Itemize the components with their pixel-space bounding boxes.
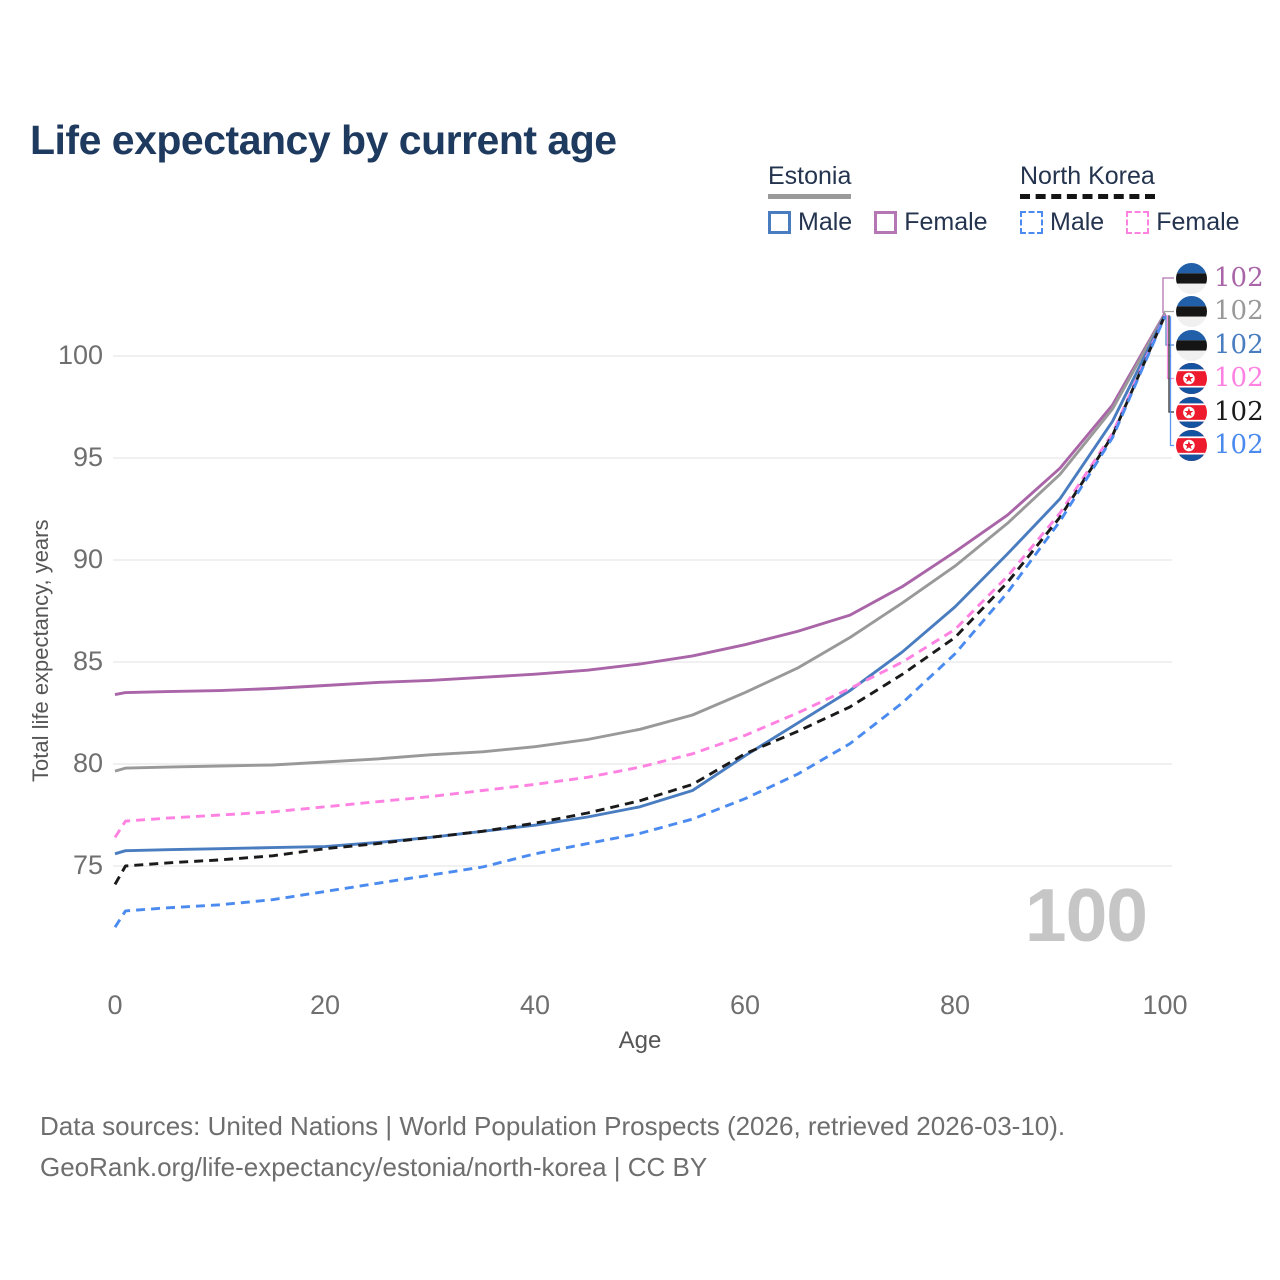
x-axis-title: Age [618, 1027, 662, 1054]
x-tick-label: 100 [1142, 990, 1188, 1020]
estonia-flag-icon [1176, 262, 1207, 294]
end-label-row-north-korea-both-sexes: 102 [1176, 395, 1264, 429]
y-tick-label: 95 [72, 442, 103, 472]
x-tick-label: 80 [939, 990, 971, 1020]
x-axis-ticks: 0 20 40 60 80 100 [0, 990, 1280, 1026]
legend-label: Female [904, 208, 988, 236]
legend-item-estonia-female[interactable]: Female [874, 208, 988, 237]
series-line-estonia-both-sexes [114, 313, 1167, 773]
legend-item-north-korea-female[interactable]: Female [1126, 208, 1240, 237]
north-korea-male-swatch-icon [1020, 211, 1043, 234]
age-counter-watermark: 100 [1024, 873, 1148, 957]
x-tick-label: 40 [519, 990, 551, 1020]
leader-line [1163, 310, 1174, 315]
leader-line [1162, 277, 1174, 314]
source-url-text[interactable]: GeoRank.org/life-expectancy/estonia/nort… [40, 1152, 708, 1182]
y-tick-label: 75 [72, 850, 103, 880]
north-korea-flag-icon [1176, 396, 1207, 428]
estonia-female-swatch-icon [874, 211, 898, 234]
leader-line [1168, 315, 1174, 413]
end-label-row-north-korea-female: 102 [1176, 362, 1264, 396]
y-tick-label: 80 [72, 748, 103, 778]
series-line-estonia-female [114, 312, 1167, 697]
end-value: 102 [1214, 296, 1264, 326]
series-line-estonia-male [114, 314, 1167, 856]
legend-group-estonia: Estonia Male Female [768, 162, 988, 237]
north-korea-flag-icon [1176, 430, 1207, 461]
estonia-flag-icon [1176, 296, 1207, 327]
end-value: 102 [1214, 329, 1264, 360]
y-tick-label: 85 [72, 646, 103, 676]
x-tick-label: 60 [729, 990, 761, 1020]
leader-line [1166, 315, 1174, 380]
end-value: 102 [1214, 430, 1264, 460]
x-tick-label: 20 [309, 990, 341, 1020]
series-line-north-korea-both-sexes [113, 314, 1167, 886]
north-korea-flag-icon [1176, 363, 1207, 394]
end-value: 102 [1214, 262, 1264, 293]
legend-label: Male [798, 208, 853, 236]
leader-line [1169, 316, 1174, 447]
y-axis-ticks: 75 80 85 90 95 100 [38, 0, 103, 1280]
legend-item-north-korea-male[interactable]: Male [1020, 208, 1104, 237]
leader-line [1165, 315, 1174, 346]
end-label-row-estonia-both-sexes: 102 [1176, 295, 1264, 329]
estonia-male-swatch-icon [768, 211, 791, 234]
end-label-row-estonia-female: 102 [1176, 261, 1264, 295]
legend-country-estonia: Estonia [768, 162, 852, 199]
legend-item-estonia-male[interactable]: Male [768, 208, 852, 237]
end-label-row-north-korea-male: 102 [1176, 429, 1264, 463]
legend-country-north-korea: North Korea [1020, 162, 1155, 199]
end-value: 102 [1214, 363, 1264, 393]
series-line-north-korea-male [113, 315, 1167, 928]
legend-group-north-korea: North Korea Male Female [1020, 162, 1240, 237]
page-title: Life expectancy by current age [30, 117, 617, 164]
footer: Data sources: United Nations | World Pop… [40, 1106, 1065, 1188]
y-tick-label: 100 [57, 340, 103, 370]
data-sources-text: Data sources: United Nations | World Pop… [40, 1111, 1066, 1141]
estonia-flag-icon [1176, 329, 1207, 361]
x-tick-label: 0 [107, 990, 123, 1020]
end-value: 102 [1214, 396, 1264, 427]
y-tick-label: 90 [72, 544, 103, 574]
legend-label: Male [1050, 208, 1105, 236]
series-line-north-korea-female [113, 314, 1167, 839]
legend-label: Female [1156, 208, 1240, 236]
end-label-row-estonia-male: 102 [1176, 328, 1264, 362]
north-korea-female-swatch-icon [1126, 211, 1150, 234]
